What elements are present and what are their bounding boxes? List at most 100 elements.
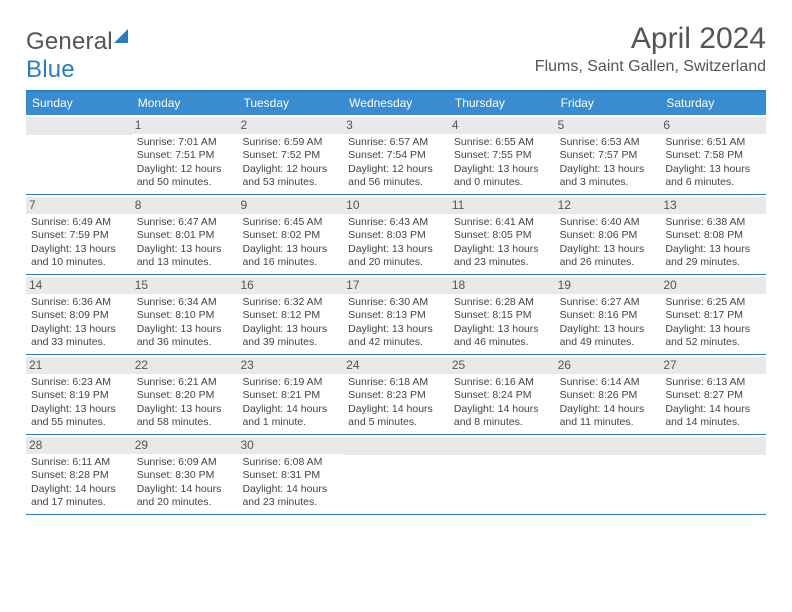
day-info-line: Daylight: 13 hours: [560, 243, 656, 256]
week-row: 1Sunrise: 7:01 AMSunset: 7:51 PMDaylight…: [26, 115, 766, 195]
day-number: 30: [237, 437, 343, 454]
day-cell: 27 Sunrise: 6:13 AMSunset: 8:27 PMDayligh…: [660, 355, 766, 434]
day-info-line: Daylight: 12 hours: [242, 163, 338, 176]
day-info-line: and 49 minutes.: [560, 336, 656, 349]
day-number: 19: [555, 277, 661, 294]
day-number: 17: [343, 277, 449, 294]
day-info-line: Sunrise: 6:49 AM: [31, 216, 127, 229]
day-info-line: Sunset: 7:51 PM: [137, 149, 233, 162]
day-info: Sunrise: 6:59 AMSunset: 7:52 PMDaylight:…: [242, 136, 338, 190]
day-number: 27: [660, 357, 766, 374]
day-number: 4: [449, 117, 555, 134]
day-number: [555, 437, 661, 455]
day-info-line: and 10 minutes.: [31, 256, 127, 269]
day-header: Thursday: [449, 92, 555, 115]
day-info: Sunrise: 6:43 AMSunset: 8:03 PMDaylight:…: [348, 216, 444, 270]
day-info-line: Daylight: 13 hours: [31, 403, 127, 416]
day-info: Sunrise: 6:36 AMSunset: 8:09 PMDaylight:…: [31, 296, 127, 350]
day-info-line: Sunrise: 6:14 AM: [560, 376, 656, 389]
day-info-line: and 20 minutes.: [348, 256, 444, 269]
day-info-line: Sunrise: 6:09 AM: [137, 456, 233, 469]
day-info-line: and 1 minute.: [242, 416, 338, 429]
day-info-line: Sunset: 8:20 PM: [137, 389, 233, 402]
day-cell: 23Sunrise: 6:19 AMSunset: 8:21 PMDayligh…: [237, 355, 343, 434]
day-cell: 14Sunrise: 6:36 AMSunset: 8:09 PMDayligh…: [26, 275, 132, 354]
day-info-line: and 14 minutes.: [665, 416, 761, 429]
day-info-line: and 46 minutes.: [454, 336, 550, 349]
day-cell: 2Sunrise: 6:59 AMSunset: 7:52 PMDaylight…: [237, 115, 343, 194]
logo-text: General Blue: [26, 28, 128, 84]
day-info-line: Sunset: 8:10 PM: [137, 309, 233, 322]
day-number: 3: [343, 117, 449, 134]
day-info-line: Sunrise: 6:34 AM: [137, 296, 233, 309]
day-cell: [660, 435, 766, 514]
day-number: 8: [132, 197, 238, 214]
page: General Blue April 2024 Flums, Saint Gal…: [0, 0, 792, 515]
day-info-line: Sunrise: 6:51 AM: [665, 136, 761, 149]
day-cell: 16Sunrise: 6:32 AMSunset: 8:12 PMDayligh…: [237, 275, 343, 354]
logo-word-2: Blue: [26, 56, 75, 83]
day-info-line: Daylight: 14 hours: [242, 403, 338, 416]
day-info-line: Daylight: 12 hours: [137, 163, 233, 176]
day-number: 16: [237, 277, 343, 294]
day-info-line: Sunset: 8:15 PM: [454, 309, 550, 322]
day-info: Sunrise: 6:51 AMSunset: 7:58 PMDaylight:…: [665, 136, 761, 190]
day-info-line: and 13 minutes.: [137, 256, 233, 269]
day-cell: 10Sunrise: 6:43 AMSunset: 8:03 PMDayligh…: [343, 195, 449, 274]
day-cell: 12Sunrise: 6:40 AMSunset: 8:06 PMDayligh…: [555, 195, 661, 274]
day-info-line: and 6 minutes.: [665, 176, 761, 189]
day-number: [343, 437, 449, 455]
day-info-line: Daylight: 14 hours: [454, 403, 550, 416]
day-info-line: Sunset: 8:06 PM: [560, 229, 656, 242]
day-info-line: Sunrise: 6:36 AM: [31, 296, 127, 309]
day-header: Wednesday: [343, 92, 449, 115]
day-info-line: and 29 minutes.: [665, 256, 761, 269]
day-info-line: Daylight: 14 hours: [242, 483, 338, 496]
day-header-row: Sunday Monday Tuesday Wednesday Thursday…: [26, 92, 766, 115]
day-info: Sunrise: 6:13 AMSunset: 8:27 PMDaylight:…: [665, 376, 761, 430]
calendar-body: 1Sunrise: 7:01 AMSunset: 7:51 PMDaylight…: [26, 115, 766, 515]
day-info-line: Sunset: 7:55 PM: [454, 149, 550, 162]
day-info-line: and 55 minutes.: [31, 416, 127, 429]
day-info-line: Daylight: 13 hours: [665, 163, 761, 176]
day-number: 13: [660, 197, 766, 214]
day-cell: 7Sunrise: 6:49 AMSunset: 7:59 PMDaylight…: [26, 195, 132, 274]
day-info-line: and 58 minutes.: [137, 416, 233, 429]
day-info-line: Daylight: 14 hours: [665, 403, 761, 416]
day-info: Sunrise: 6:21 AMSunset: 8:20 PMDaylight:…: [137, 376, 233, 430]
day-info-line: Daylight: 13 hours: [665, 243, 761, 256]
day-info-line: and 50 minutes.: [137, 176, 233, 189]
day-info-line: Daylight: 13 hours: [348, 243, 444, 256]
day-info-line: Daylight: 14 hours: [31, 483, 127, 496]
day-info: Sunrise: 7:01 AMSunset: 7:51 PMDaylight:…: [137, 136, 233, 190]
day-info-line: Sunset: 8:31 PM: [242, 469, 338, 482]
day-cell: [343, 435, 449, 514]
day-info-line: Daylight: 14 hours: [137, 483, 233, 496]
day-info-line: Sunrise: 6:32 AM: [242, 296, 338, 309]
day-number: 21: [26, 357, 132, 374]
day-info-line: Sunrise: 6:23 AM: [31, 376, 127, 389]
day-number: 25: [449, 357, 555, 374]
day-number: 23: [237, 357, 343, 374]
day-info-line: Sunset: 8:08 PM: [665, 229, 761, 242]
day-info-line: Sunrise: 6:38 AM: [665, 216, 761, 229]
calendar: Sunday Monday Tuesday Wednesday Thursday…: [26, 90, 766, 515]
day-info-line: Sunrise: 6:08 AM: [242, 456, 338, 469]
day-info: Sunrise: 6:16 AMSunset: 8:24 PMDaylight:…: [454, 376, 550, 430]
day-info-line: Daylight: 13 hours: [560, 163, 656, 176]
day-info-line: and 0 minutes.: [454, 176, 550, 189]
day-info-line: Sunset: 8:24 PM: [454, 389, 550, 402]
day-header: Monday: [132, 92, 238, 115]
logo: General Blue: [26, 28, 128, 84]
day-info: Sunrise: 6:53 AMSunset: 7:57 PMDaylight:…: [560, 136, 656, 190]
day-info: Sunrise: 6:41 AMSunset: 8:05 PMDaylight:…: [454, 216, 550, 270]
day-info-line: Sunrise: 6:55 AM: [454, 136, 550, 149]
day-info-line: Daylight: 13 hours: [454, 323, 550, 336]
day-cell: 25 Sunrise: 6:16 AMSunset: 8:24 PMDayligh…: [449, 355, 555, 434]
day-info-line: Daylight: 14 hours: [560, 403, 656, 416]
day-header: Tuesday: [237, 92, 343, 115]
day-info-line: and 42 minutes.: [348, 336, 444, 349]
day-info-line: Sunset: 8:19 PM: [31, 389, 127, 402]
day-header: Saturday: [660, 92, 766, 115]
page-title: April 2024: [535, 22, 766, 56]
